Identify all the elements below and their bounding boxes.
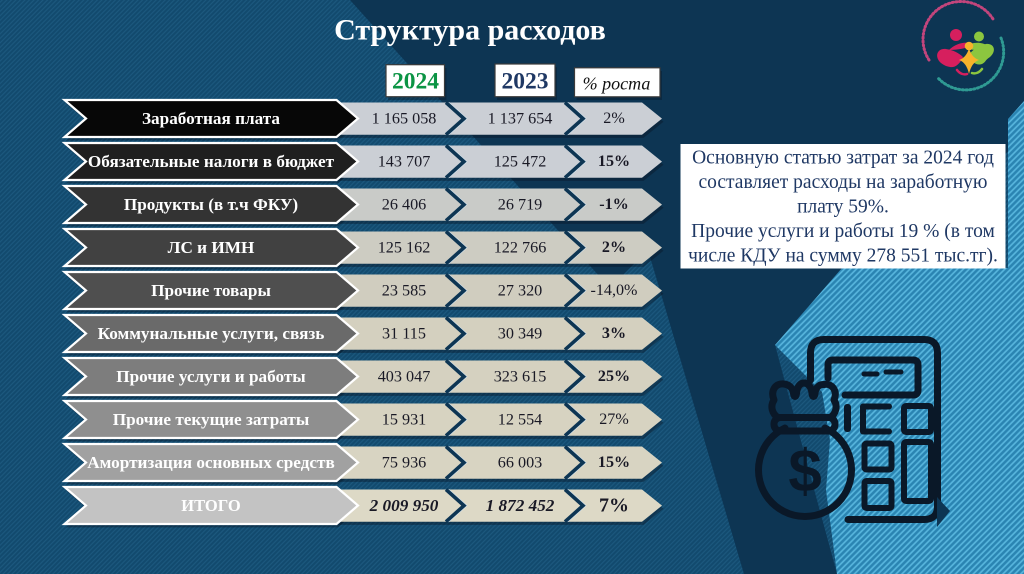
svg-text:66 003: 66 003 — [498, 454, 543, 472]
svg-text:% роста: % роста — [583, 73, 651, 93]
svg-text:-1%: -1% — [599, 196, 629, 213]
svg-text:Обязательные налоги в бюджет: Обязательные налоги в бюджет — [88, 152, 335, 171]
svg-text:7%: 7% — [599, 495, 629, 517]
svg-text:1 872 452: 1 872 452 — [486, 496, 555, 515]
svg-text:26 406: 26 406 — [382, 196, 427, 214]
svg-text:15%: 15% — [598, 454, 630, 471]
svg-text:15 931: 15 931 — [382, 411, 427, 429]
svg-text:числе КДУ на сумму 278 551 тыс: числе КДУ на сумму 278 551 тыс.тг). — [688, 246, 998, 267]
svg-text:122 766: 122 766 — [494, 239, 547, 257]
svg-text:2%: 2% — [602, 239, 626, 256]
svg-text:2%: 2% — [603, 110, 624, 127]
svg-text:143 707: 143 707 — [378, 153, 431, 171]
svg-text:2024: 2024 — [392, 69, 439, 95]
svg-text:26 719: 26 719 — [498, 196, 543, 214]
svg-text:Заработная плата: Заработная плата — [142, 109, 280, 128]
svg-text:403 047: 403 047 — [378, 368, 431, 386]
svg-text:25%: 25% — [598, 368, 630, 385]
svg-text:Продукты (в т.ч ФКУ): Продукты (в т.ч ФКУ) — [124, 195, 298, 214]
svg-text:125 472: 125 472 — [494, 153, 547, 171]
svg-text:Прочие товары: Прочие товары — [151, 281, 271, 300]
svg-text:1 165 058: 1 165 058 — [372, 110, 437, 128]
svg-text:75 936: 75 936 — [382, 454, 427, 472]
svg-text:323 615: 323 615 — [494, 368, 547, 386]
svg-text:Коммунальные услуги, связь: Коммунальные услуги, связь — [98, 324, 325, 343]
svg-text:$: $ — [788, 438, 821, 505]
svg-text:Структура расходов: Структура расходов — [334, 14, 606, 47]
svg-text:2023: 2023 — [502, 68, 549, 94]
svg-text:27%: 27% — [599, 411, 629, 428]
svg-text:31 115: 31 115 — [382, 325, 426, 343]
svg-text:Прочие услуги и работы: Прочие услуги и работы — [116, 367, 305, 386]
svg-text:23 585: 23 585 — [382, 282, 427, 300]
svg-text:12 554: 12 554 — [498, 411, 543, 429]
svg-text:30 349: 30 349 — [498, 325, 543, 343]
svg-text:3%: 3% — [602, 325, 626, 342]
svg-text:Прочие текущие затраты: Прочие текущие затраты — [113, 410, 310, 429]
svg-text:125 162: 125 162 — [378, 239, 431, 257]
svg-text:плату 59%.: плату 59%. — [797, 197, 889, 218]
svg-text:ИТОГО: ИТОГО — [181, 496, 241, 515]
svg-text:2 009 950: 2 009 950 — [369, 496, 439, 515]
svg-text:Прочие услуги и работы 19 % (в: Прочие услуги и работы 19 % (в том — [691, 221, 995, 242]
svg-text:15%: 15% — [598, 153, 630, 170]
svg-text:27 320: 27 320 — [498, 282, 543, 300]
svg-text:составляет расходы на заработн: составляет расходы на заработную — [699, 172, 988, 193]
svg-text:Амортизация основных средств: Амортизация основных средств — [87, 453, 335, 472]
svg-text:-14,0%: -14,0% — [591, 282, 638, 299]
svg-text:ЛС и ИМН: ЛС и ИМН — [168, 238, 255, 257]
svg-text:1 137 654: 1 137 654 — [488, 110, 553, 128]
svg-text:Основную статью затрат за 2024: Основную статью затрат за 2024 год — [692, 148, 994, 169]
